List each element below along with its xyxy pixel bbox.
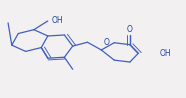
Text: O: O bbox=[127, 24, 133, 34]
Text: O: O bbox=[104, 38, 110, 47]
Text: OH: OH bbox=[52, 16, 63, 25]
Text: OH: OH bbox=[159, 49, 171, 58]
